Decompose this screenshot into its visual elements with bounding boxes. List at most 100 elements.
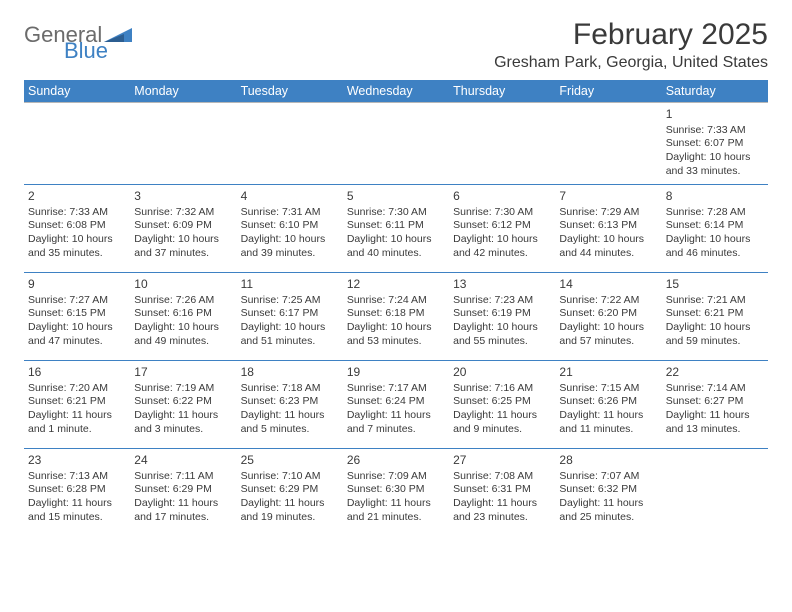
day-info-line: Sunset: 6:22 PM	[134, 395, 232, 409]
day-number: 22	[666, 365, 764, 381]
day-info-line: Sunset: 6:07 PM	[666, 137, 764, 151]
day-info-line: Sunset: 6:17 PM	[241, 307, 339, 321]
day-number: 12	[347, 277, 445, 293]
day-number: 21	[559, 365, 657, 381]
week-row: 16Sunrise: 7:20 AMSunset: 6:21 PMDayligh…	[24, 361, 768, 449]
day-cell: 17Sunrise: 7:19 AMSunset: 6:22 PMDayligh…	[130, 361, 236, 448]
day-info-line: Daylight: 11 hours and 21 minutes.	[347, 497, 445, 524]
day-info-line: Sunset: 6:25 PM	[453, 395, 551, 409]
day-number: 9	[28, 277, 126, 293]
day-info-line: Sunrise: 7:25 AM	[241, 294, 339, 308]
day-info-line: Sunrise: 7:14 AM	[666, 382, 764, 396]
weekday-wed: Wednesday	[343, 84, 449, 98]
day-number: 8	[666, 189, 764, 205]
day-info-line: Daylight: 10 hours and 51 minutes.	[241, 321, 339, 348]
day-info-line: Sunrise: 7:24 AM	[347, 294, 445, 308]
day-info-line: Daylight: 11 hours and 15 minutes.	[28, 497, 126, 524]
day-info-line: Sunrise: 7:33 AM	[666, 124, 764, 138]
day-cell	[555, 103, 661, 184]
day-cell: 2Sunrise: 7:33 AMSunset: 6:08 PMDaylight…	[24, 185, 130, 272]
day-number: 25	[241, 453, 339, 469]
day-cell: 10Sunrise: 7:26 AMSunset: 6:16 PMDayligh…	[130, 273, 236, 360]
day-info-line: Daylight: 10 hours and 46 minutes.	[666, 233, 764, 260]
day-cell: 26Sunrise: 7:09 AMSunset: 6:30 PMDayligh…	[343, 449, 449, 537]
day-info-line: Daylight: 11 hours and 5 minutes.	[241, 409, 339, 436]
day-number: 20	[453, 365, 551, 381]
day-info-line: Sunset: 6:29 PM	[134, 483, 232, 497]
logo: General Blue	[24, 18, 132, 62]
weekday-fri: Friday	[555, 84, 661, 98]
day-info-line: Daylight: 10 hours and 33 minutes.	[666, 151, 764, 178]
day-info-line: Sunrise: 7:10 AM	[241, 470, 339, 484]
day-info-line: Sunrise: 7:21 AM	[666, 294, 764, 308]
day-cell: 4Sunrise: 7:31 AMSunset: 6:10 PMDaylight…	[237, 185, 343, 272]
day-number: 11	[241, 277, 339, 293]
day-info-line: Sunrise: 7:15 AM	[559, 382, 657, 396]
day-number: 10	[134, 277, 232, 293]
day-cell	[662, 449, 768, 537]
day-info-line: Sunrise: 7:28 AM	[666, 206, 764, 220]
day-number: 6	[453, 189, 551, 205]
day-number: 15	[666, 277, 764, 293]
day-info-line: Sunset: 6:12 PM	[453, 219, 551, 233]
day-cell: 16Sunrise: 7:20 AMSunset: 6:21 PMDayligh…	[24, 361, 130, 448]
week-row: 1Sunrise: 7:33 AMSunset: 6:07 PMDaylight…	[24, 102, 768, 185]
day-cell: 21Sunrise: 7:15 AMSunset: 6:26 PMDayligh…	[555, 361, 661, 448]
weekday-header-row: Sunday Monday Tuesday Wednesday Thursday…	[24, 80, 768, 102]
logo-text-blue: Blue	[64, 40, 132, 62]
day-info-line: Sunset: 6:23 PM	[241, 395, 339, 409]
day-cell: 1Sunrise: 7:33 AMSunset: 6:07 PMDaylight…	[662, 103, 768, 184]
day-info-line: Sunset: 6:21 PM	[666, 307, 764, 321]
day-info-line: Sunrise: 7:23 AM	[453, 294, 551, 308]
day-info-line: Sunset: 6:08 PM	[28, 219, 126, 233]
day-number: 17	[134, 365, 232, 381]
weekday-mon: Monday	[130, 84, 236, 98]
day-info-line: Sunrise: 7:29 AM	[559, 206, 657, 220]
day-number: 18	[241, 365, 339, 381]
day-info-line: Daylight: 11 hours and 9 minutes.	[453, 409, 551, 436]
day-number: 24	[134, 453, 232, 469]
day-info-line: Sunset: 6:13 PM	[559, 219, 657, 233]
day-info-line: Sunset: 6:26 PM	[559, 395, 657, 409]
day-cell	[130, 103, 236, 184]
day-number: 14	[559, 277, 657, 293]
day-cell: 15Sunrise: 7:21 AMSunset: 6:21 PMDayligh…	[662, 273, 768, 360]
day-cell: 18Sunrise: 7:18 AMSunset: 6:23 PMDayligh…	[237, 361, 343, 448]
day-info-line: Daylight: 10 hours and 49 minutes.	[134, 321, 232, 348]
day-info-line: Sunrise: 7:33 AM	[28, 206, 126, 220]
day-info-line: Sunset: 6:27 PM	[666, 395, 764, 409]
day-info-line: Daylight: 10 hours and 44 minutes.	[559, 233, 657, 260]
day-info-line: Sunrise: 7:09 AM	[347, 470, 445, 484]
day-info-line: Daylight: 11 hours and 3 minutes.	[134, 409, 232, 436]
day-info-line: Daylight: 10 hours and 57 minutes.	[559, 321, 657, 348]
day-info-line: Daylight: 11 hours and 1 minute.	[28, 409, 126, 436]
day-info-line: Daylight: 10 hours and 39 minutes.	[241, 233, 339, 260]
day-info-line: Daylight: 10 hours and 47 minutes.	[28, 321, 126, 348]
title-block: February 2025 Gresham Park, Georgia, Uni…	[494, 18, 768, 72]
day-cell: 14Sunrise: 7:22 AMSunset: 6:20 PMDayligh…	[555, 273, 661, 360]
day-number: 27	[453, 453, 551, 469]
day-cell: 3Sunrise: 7:32 AMSunset: 6:09 PMDaylight…	[130, 185, 236, 272]
day-number: 4	[241, 189, 339, 205]
weekday-tue: Tuesday	[237, 84, 343, 98]
day-cell: 28Sunrise: 7:07 AMSunset: 6:32 PMDayligh…	[555, 449, 661, 537]
day-number: 19	[347, 365, 445, 381]
day-info-line: Sunset: 6:24 PM	[347, 395, 445, 409]
day-info-line: Sunrise: 7:27 AM	[28, 294, 126, 308]
location-text: Gresham Park, Georgia, United States	[494, 54, 768, 72]
day-cell	[24, 103, 130, 184]
day-info-line: Sunset: 6:21 PM	[28, 395, 126, 409]
day-info-line: Sunrise: 7:20 AM	[28, 382, 126, 396]
day-info-line: Sunset: 6:31 PM	[453, 483, 551, 497]
week-row: 2Sunrise: 7:33 AMSunset: 6:08 PMDaylight…	[24, 185, 768, 273]
day-info-line: Daylight: 10 hours and 37 minutes.	[134, 233, 232, 260]
day-cell: 19Sunrise: 7:17 AMSunset: 6:24 PMDayligh…	[343, 361, 449, 448]
day-cell: 13Sunrise: 7:23 AMSunset: 6:19 PMDayligh…	[449, 273, 555, 360]
day-info-line: Sunset: 6:30 PM	[347, 483, 445, 497]
weeks-container: 1Sunrise: 7:33 AMSunset: 6:07 PMDaylight…	[24, 102, 768, 537]
day-info-line: Daylight: 10 hours and 35 minutes.	[28, 233, 126, 260]
day-cell: 25Sunrise: 7:10 AMSunset: 6:29 PMDayligh…	[237, 449, 343, 537]
day-info-line: Sunrise: 7:07 AM	[559, 470, 657, 484]
day-info-line: Sunrise: 7:32 AM	[134, 206, 232, 220]
day-info-line: Daylight: 10 hours and 55 minutes.	[453, 321, 551, 348]
